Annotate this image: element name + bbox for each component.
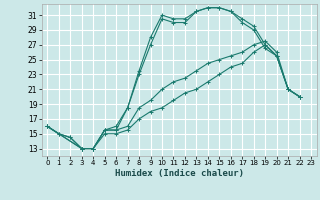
X-axis label: Humidex (Indice chaleur): Humidex (Indice chaleur) [115, 169, 244, 178]
